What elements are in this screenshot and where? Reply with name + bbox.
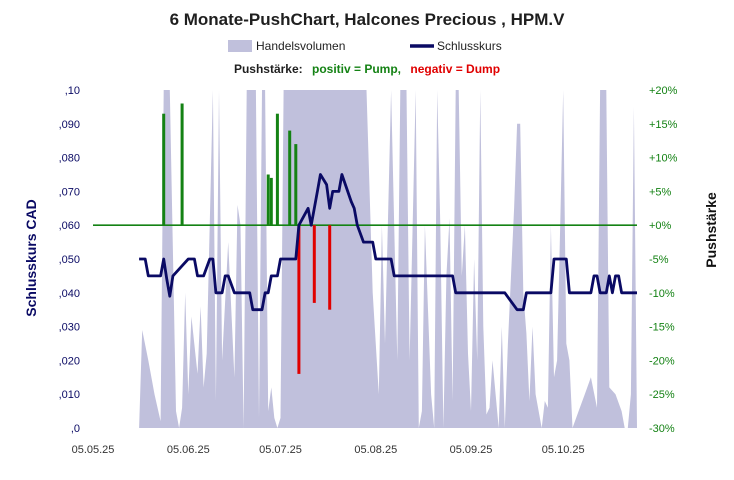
x-tick-label: 05.06.25 <box>167 444 210 456</box>
y-left-tick-label: ,010 <box>59 389 80 401</box>
y-right-tick-label: +5% <box>649 186 672 198</box>
y-right-tick-label: -15% <box>649 322 675 334</box>
x-tick-label: 05.08.25 <box>354 444 397 456</box>
x-tick-label: 05.07.25 <box>259 444 302 456</box>
y-right-tick-label: +10% <box>649 153 678 165</box>
y-left-tick-label: ,020 <box>59 355 80 367</box>
y-left-tick-label: ,040 <box>59 288 80 300</box>
dump-bar-9 <box>328 225 332 310</box>
axes: ,0 ,010 ,020 ,030 ,040 ,050 ,060 ,070 ,080 ,090 ,1… <box>59 85 678 456</box>
push-legend: Pushstärke: positiv = Pump, negativ = Du… <box>234 62 500 76</box>
legend: Handelsvolumen Schlusskurs <box>228 39 502 53</box>
x-tick-label: 05.05.25 <box>72 444 115 456</box>
y-right-tick-label: +0% <box>649 220 672 232</box>
close-line <box>139 173 637 312</box>
dump-bar-8 <box>312 225 316 303</box>
y-left-tick-label: ,090 <box>59 119 80 131</box>
pump-bar-5 <box>288 130 292 226</box>
legend-close-label: Schlusskurs <box>437 39 502 53</box>
pump-bar-3 <box>269 177 273 226</box>
y-left-tick-label: ,0 <box>71 423 80 435</box>
y-right-tick-label: -10% <box>649 288 675 300</box>
y-left-tick-label: ,080 <box>59 153 80 165</box>
pump-bar-4 <box>275 113 279 226</box>
y-right-tick-label: +15% <box>649 119 678 131</box>
y-right-tick-label: -5% <box>649 254 669 266</box>
push-legend-positive: positiv = Pump, <box>312 62 401 76</box>
y-left-axis-label: Schlusskurs CAD <box>23 199 39 316</box>
pump-bar-6 <box>294 144 298 226</box>
chart-title: 6 Monate-PushChart, Halcones Precious , … <box>170 10 566 29</box>
x-tick-label: 05.10.25 <box>542 444 585 456</box>
y-right-tick-label: -20% <box>649 355 675 367</box>
y-right-axis-label: Pushstärke <box>703 192 719 268</box>
y-right-tick-label: -25% <box>649 389 675 401</box>
y-right-tick-label: -30% <box>649 423 675 435</box>
pump-bar-1 <box>180 103 184 226</box>
push-legend-prefix: Pushstärke: <box>234 62 303 76</box>
x-tick-label: 05.09.25 <box>450 444 493 456</box>
pump-bar-2 <box>266 174 270 226</box>
y-left-tick-label: ,10 <box>65 85 80 97</box>
y-left-tick-label: ,070 <box>59 186 80 198</box>
y-right-tick-label: +20% <box>649 85 678 97</box>
legend-volume-label: Handelsvolumen <box>256 39 345 53</box>
y-left-tick-label: ,030 <box>59 322 80 334</box>
y-left-tick-label: ,060 <box>59 220 80 232</box>
dump-bar-7 <box>297 225 301 374</box>
pump-bar-0 <box>162 113 166 226</box>
legend-volume-swatch <box>228 40 252 52</box>
push-legend-negative: negativ = Dump <box>410 62 500 76</box>
plot-area <box>93 90 637 428</box>
y-left-tick-label: ,050 <box>59 254 80 266</box>
